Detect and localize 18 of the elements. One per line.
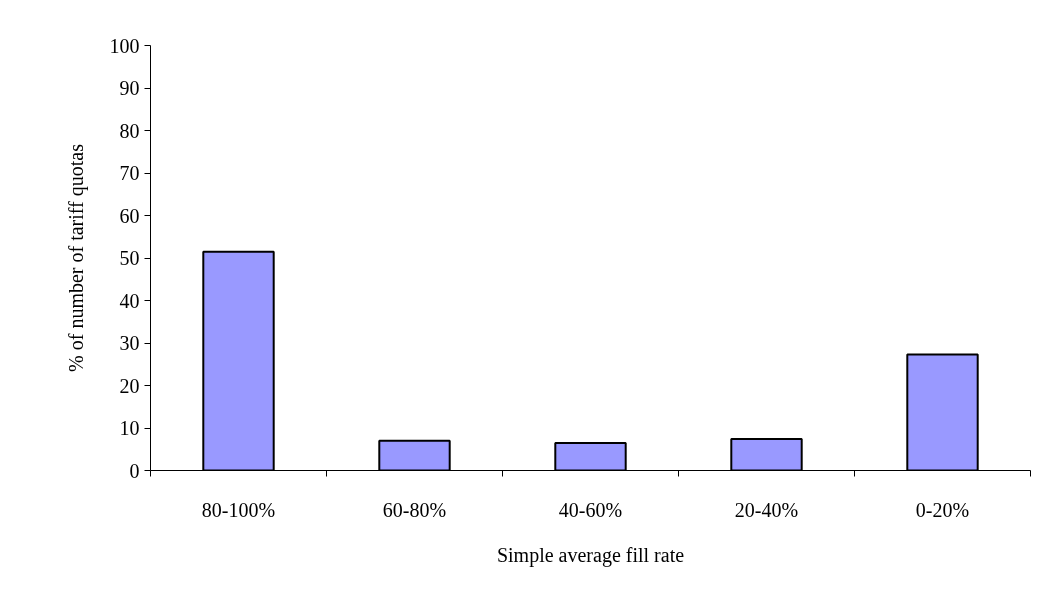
y-tick-label: 10 <box>119 417 140 439</box>
x-tick-label: 20-40% <box>734 498 799 521</box>
x-tick-label: 40-60% <box>558 498 623 521</box>
y-tick-label: 70 <box>119 162 140 184</box>
x-tick-label: 0-20% <box>915 498 970 521</box>
y-axis-title: % of number of tariff quotas <box>64 143 88 372</box>
x-tick-label: 60-80% <box>382 498 447 521</box>
y-tick-label: 50 <box>119 247 140 269</box>
y-tick-label: 20 <box>119 374 140 397</box>
y-tick-label: 0 <box>129 459 140 482</box>
y-tick-label: 100 <box>109 34 140 57</box>
y-tick-label: 60 <box>119 204 140 227</box>
x-axis-title: Simple average fill rate <box>496 543 685 567</box>
y-tick-label: 90 <box>119 77 140 99</box>
y-tick-label: 80 <box>119 119 140 142</box>
y-tick-label: 30 <box>119 332 140 354</box>
x-tick-label: 80-100% <box>201 498 276 521</box>
y-tick-label: 40 <box>119 289 140 312</box>
